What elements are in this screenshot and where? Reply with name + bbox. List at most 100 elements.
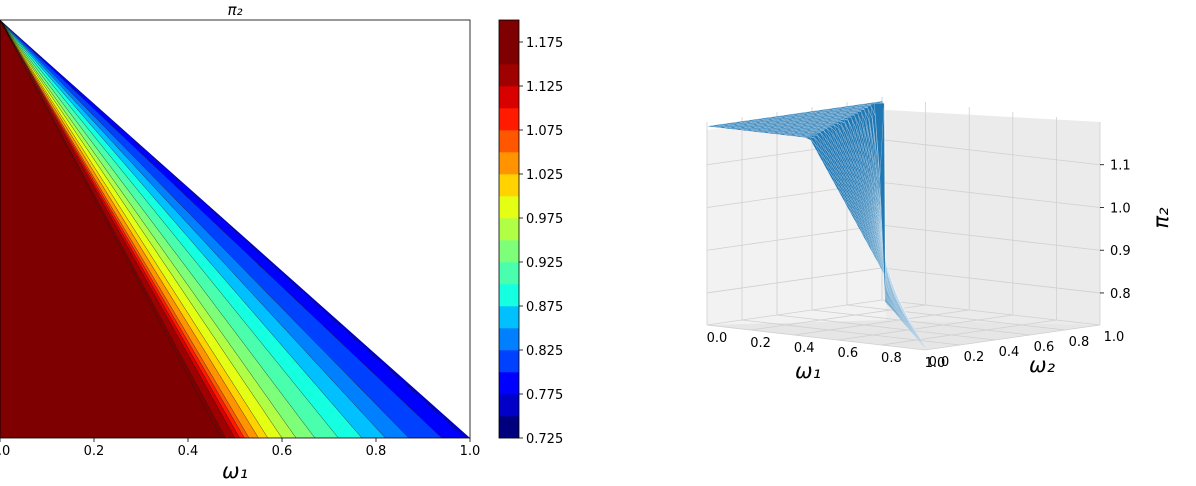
colorbar-band [499, 372, 519, 395]
colorbar-bands [499, 20, 519, 439]
contour-line [0, 19, 363, 439]
surface-grid-line [924, 324, 1101, 351]
surface-y-tick-label: 0.6 [1034, 340, 1055, 355]
surface-plot: 0.0 0.2 0.4 0.6 0.8 1.00.0 0.2 0.4 0.6 0.8 1.00.80… [706, 97, 1173, 383]
surface-y-tick-label: 0.4 [999, 345, 1020, 360]
colorbar-frame [498, 19, 520, 439]
surface-grid-line [794, 309, 970, 336]
surface-z-axis-label: π₂ [1149, 207, 1173, 229]
surface-y-tick-label: 0.2 [964, 350, 985, 365]
contour-x-tick-label: 0.4 [178, 444, 199, 459]
right-back-pane [886, 110, 1100, 325]
surface-z-tick-label: 1.0 [1110, 201, 1131, 216]
surface-grid-line [846, 304, 1066, 331]
colorbar-band [499, 416, 519, 439]
colorbar-band [499, 284, 519, 307]
colorbar-tick-label: 1.125 [526, 80, 563, 95]
contour-line [0, 19, 222, 439]
colorbar-tick-label: 0.975 [526, 212, 563, 227]
surface-x-tick-label: 0.0 [707, 331, 728, 346]
colorbar-tick-label: 0.825 [526, 344, 563, 359]
colorbar-band [499, 86, 519, 109]
colorbar-band [499, 42, 519, 65]
surface-y-axis-label: ω₂ [1029, 353, 1056, 377]
colorbar-band [499, 306, 519, 329]
contour-x-axis-label: ω₁ [222, 459, 248, 483]
contour-line [0, 19, 316, 439]
contour-band [0, 20, 470, 438]
colorbar-tick-label: 0.925 [526, 256, 563, 271]
colorbar-band [499, 394, 519, 417]
colorbar-band [499, 64, 519, 87]
surface-x-tick-label: 0.6 [837, 346, 858, 361]
contour-line [0, 19, 245, 439]
contour-line [0, 19, 442, 439]
contour-bands [0, 20, 470, 438]
colorbar-tick-label: 0.725 [526, 432, 563, 447]
contour-line [0, 19, 259, 439]
colorbar-band [499, 218, 519, 241]
contour-line [0, 19, 297, 439]
surface-ticks: 0.0 0.2 0.4 0.6 0.8 1.00.0 0.2 0.4 0.6 0.8 1.00.80… [707, 159, 1131, 371]
surface-x-tick-label: 0.2 [750, 336, 771, 351]
surface-x-tick-label: 1.0 [925, 356, 946, 371]
contour-x-tick-label: 0.0 [0, 444, 10, 459]
surface-y-tick-label: 1.0 [1104, 330, 1125, 345]
colorbar-band [499, 108, 519, 131]
contour-x-tick-label: 0.8 [366, 444, 387, 459]
surface-grid-line [741, 319, 961, 346]
contour-x-tick-label: 0.6 [272, 444, 293, 459]
surface-x-tick-label: 0.8 [881, 351, 902, 366]
surface-grid-line [706, 299, 883, 326]
contour-line [0, 19, 240, 439]
contour-x-tick-label: 1.0 [460, 444, 481, 459]
surface-facet [706, 125, 717, 128]
contour-axes-frame [0, 19, 471, 439]
colorbar-band [499, 240, 519, 263]
contour-line [0, 19, 236, 439]
surface-x-tick-label: 0.4 [794, 341, 815, 356]
colorbar: 1.175 1.125 1.075 1.025 0.975 0.925 0.875 0.825… [498, 19, 563, 447]
contour-plot: π₂ 0.0 0.2 0.4 0.6 0.8 1.0 ω₁ [0, 1, 480, 483]
surface-y-tick-label: 0.8 [1069, 335, 1090, 350]
contour-title: π₂ [227, 1, 242, 19]
contour-lines [0, 19, 466, 439]
colorbar-tick-label: 1.025 [526, 168, 563, 183]
colorbar-band [499, 196, 519, 219]
colorbar-tick-label: 0.875 [526, 300, 563, 315]
contour-line [0, 19, 410, 439]
colorbar-tick-label: 1.075 [526, 124, 563, 139]
surface-z-tick-label: 0.9 [1110, 244, 1131, 259]
contour-line [0, 19, 339, 439]
surface-grid-line [706, 324, 926, 351]
contour-line [0, 19, 226, 439]
colorbar-band [499, 152, 519, 175]
contour-line [0, 19, 466, 439]
colorbar-tick-label: 1.175 [526, 36, 563, 51]
surface-grid-line [811, 309, 1031, 336]
colorbar-band [499, 328, 519, 351]
contour-line [0, 19, 250, 439]
surface-grid-line [776, 314, 996, 341]
contour-x-ticks: 0.0 0.2 0.4 0.6 0.8 1.0 [0, 438, 480, 459]
contour-line [0, 19, 269, 439]
contour-line [0, 19, 386, 439]
surface-mesh [706, 101, 926, 348]
colorbar-ticks: 1.175 1.125 1.075 1.025 0.975 0.925 0.875 0.825… [519, 36, 563, 447]
surface-x-axis-label: ω₁ [795, 359, 821, 383]
colorbar-band [499, 20, 519, 43]
surface-grid-line [881, 319, 1057, 346]
surface-z-tick-label: 0.8 [1110, 287, 1131, 302]
colorbar-tick-label: 0.775 [526, 388, 563, 403]
surface-z-tick-label: 1.1 [1110, 159, 1131, 174]
surface-y-tick-label: 0.0 [929, 355, 950, 370]
colorbar-band [499, 174, 519, 197]
contour-x-tick-label: 0.2 [84, 444, 105, 459]
surface-grid-line [837, 314, 1013, 341]
contour-line [0, 19, 283, 439]
colorbar-band [499, 130, 519, 153]
colorbar-band [499, 262, 519, 285]
colorbar-band [499, 350, 519, 373]
surface-grid-line [881, 299, 1101, 326]
